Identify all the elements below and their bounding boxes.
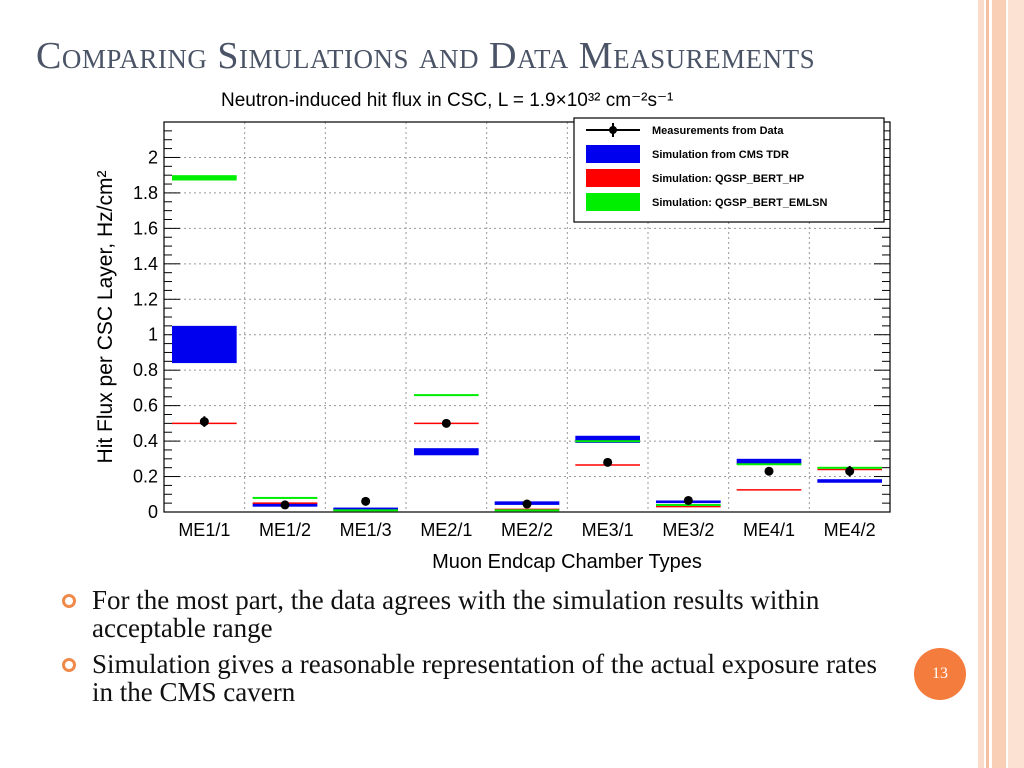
x-tick-label: ME3/2 (662, 520, 714, 540)
x-tick-label: ME1/1 (178, 520, 230, 540)
legend-label: Simulation: QGSP_BERT_HP (652, 173, 804, 185)
legend-label: Simulation: QGSP_BERT_EMLSN (652, 197, 827, 209)
data-point-1 (280, 500, 290, 510)
y-tick-label: 0.6 (133, 396, 158, 416)
data-point-0 (199, 417, 209, 427)
series-3-band-0 (172, 175, 237, 181)
series-1-band-2 (333, 507, 398, 510)
series-1-band-8 (817, 479, 882, 483)
y-tick-label: 1 (148, 325, 158, 345)
y-tick-label: 1.8 (133, 183, 158, 203)
decor-stripe-2 (986, 0, 989, 768)
series-1-band-5 (575, 435, 640, 443)
data-point-4 (522, 499, 532, 509)
decor-stripe-4 (1008, 0, 1024, 768)
x-tick-label: ME1/3 (340, 520, 392, 540)
plot-frame (163, 121, 891, 513)
x-tick-label: ME1/2 (259, 520, 311, 540)
page-number-badge: 13 (914, 648, 966, 700)
y-tick-label: 1.6 (133, 218, 158, 238)
bullet-list: For the most part, the data agrees with … (60, 586, 900, 714)
data-point-3 (441, 418, 451, 428)
series-1-band-0 (172, 325, 237, 364)
y-tick-label: 0.4 (133, 431, 158, 451)
series-1-band-7 (736, 458, 802, 465)
bullet-ring-icon (62, 658, 76, 672)
data-point-7 (764, 466, 774, 476)
x-axis-title: Muon Endcap Chamber Types (432, 551, 702, 573)
series-3-band-1 (252, 496, 318, 499)
bullet-text: Simulation gives a reasonable representa… (92, 649, 877, 707)
decor-stripe-3 (992, 0, 1006, 768)
decor-stripe-1 (978, 0, 984, 768)
series-3-band-2 (333, 509, 398, 512)
bullet-text: For the most part, the data agrees with … (92, 585, 820, 643)
series-3-band-4 (494, 509, 560, 512)
legend-label: Measurements from Data (652, 125, 784, 137)
legend-swatch-2 (586, 169, 640, 187)
x-tick-label: ME4/1 (743, 520, 795, 540)
chart: 0 0.2 0.4 0.6 0.8 1 1.2 1.4 1.6 1.8 2 ME1/1 ME1/2 ME1… (94, 90, 891, 573)
series-3-band-6 (656, 504, 721, 507)
series-1-band-3 (414, 448, 479, 456)
bullet-ring-icon (62, 594, 76, 608)
bullet-item: For the most part, the data agrees with … (60, 586, 900, 642)
x-tick-label: ME3/1 (582, 520, 634, 540)
legend-swatch-3 (586, 193, 640, 211)
chart-title: Neutron-induced hit flux in CSC, L = 1.9… (221, 90, 673, 111)
y-tick-label: 2 (148, 147, 158, 167)
slide-title: Comparing Simulations and Data Measureme… (36, 35, 816, 77)
x-tick-label: ME4/2 (824, 520, 876, 540)
legend-label: Simulation from CMS TDR (652, 149, 789, 161)
legend-swatch-1 (586, 145, 640, 163)
y-tick-label: 0.8 (133, 360, 158, 380)
y-axis-title: Hit Flux per CSC Layer, Hz/cm² (94, 171, 117, 464)
series-3-band-3 (414, 394, 479, 397)
data-point-2 (361, 496, 371, 506)
y-tick-label: 0.2 (133, 467, 158, 487)
series-3-band-5 (575, 440, 640, 443)
data-point-6 (683, 495, 693, 505)
x-tick-label: ME2/2 (501, 520, 553, 540)
data-point-8 (845, 466, 855, 476)
legend-swatch-marker (609, 126, 617, 134)
y-tick-label: 1.4 (133, 254, 158, 274)
x-tick-label: ME2/1 (420, 520, 472, 540)
series-3-band-7 (736, 463, 802, 466)
y-tick-label: 1.2 (133, 289, 158, 309)
data-point-5 (603, 457, 613, 467)
bullet-item: Simulation gives a reasonable representa… (60, 650, 900, 706)
y-tick-label: 0 (148, 502, 158, 522)
